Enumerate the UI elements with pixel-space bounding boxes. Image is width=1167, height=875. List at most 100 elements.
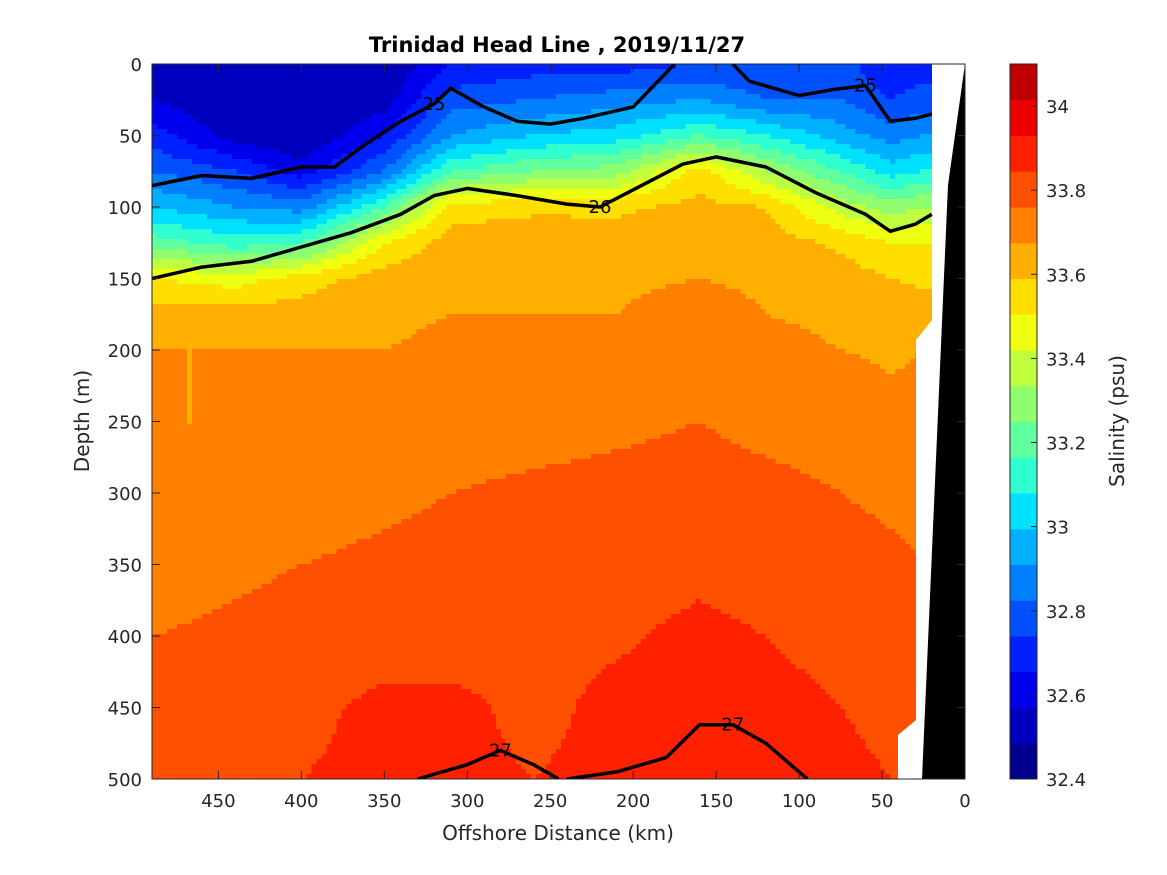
salinity-cell: [646, 129, 652, 135]
salinity-cell: [267, 144, 273, 150]
salinity-cell: [212, 99, 218, 105]
salinity-cell: [521, 129, 527, 135]
salinity-cell: [202, 139, 208, 145]
salinity-cell: [217, 104, 223, 110]
salinity-cell: [237, 164, 243, 170]
salinity-cell: [631, 114, 637, 120]
salinity-cell: [820, 109, 826, 115]
salinity-cell: [471, 84, 477, 90]
salinity-cell: [571, 89, 577, 95]
salinity-cell: [327, 114, 333, 120]
salinity-cell: [317, 64, 323, 70]
salinity-cell: [411, 119, 417, 125]
salinity-cell: [805, 144, 811, 150]
salinity-cell: [202, 99, 208, 105]
salinity-cell: [825, 154, 831, 160]
salinity-cell: [571, 84, 577, 90]
salinity-cell: [825, 74, 831, 80]
salinity-cell: [371, 159, 377, 165]
salinity-cell: [227, 199, 233, 205]
salinity-cell: [411, 164, 417, 170]
salinity-cell: [711, 134, 717, 140]
salinity-cell: [337, 114, 343, 120]
salinity-cell: [152, 194, 158, 200]
salinity-cell: [641, 144, 647, 150]
salinity-cell: [621, 184, 627, 190]
salinity-cell: [696, 149, 702, 155]
salinity-cell: [840, 129, 846, 135]
salinity-cell: [506, 129, 512, 135]
salinity-cell: [666, 194, 672, 200]
salinity-cell: [287, 189, 293, 195]
salinity-cell: [656, 99, 662, 105]
salinity-cell: [307, 94, 313, 100]
salinity-cell: [456, 154, 462, 160]
salinity-cell: [152, 154, 158, 160]
salinity-cell: [785, 129, 791, 135]
salinity-cell: [396, 194, 402, 200]
salinity-cell: [232, 124, 238, 130]
salinity-cell: [746, 169, 752, 175]
salinity-cell: [476, 79, 482, 85]
salinity-cell: [900, 179, 906, 185]
salinity-cell: [805, 139, 811, 145]
salinity-cell: [696, 114, 702, 120]
salinity-cell: [666, 119, 672, 125]
salinity-cell: [476, 94, 482, 100]
salinity-cell: [721, 164, 727, 170]
salinity-cell: [426, 154, 432, 160]
salinity-cell: [297, 79, 303, 85]
salinity-cell: [850, 104, 856, 110]
salinity-cell: [157, 114, 163, 120]
salinity-cell: [476, 64, 482, 70]
salinity-cell: [182, 199, 188, 205]
salinity-cell: [591, 84, 597, 90]
salinity-cell: [416, 79, 422, 85]
salinity-cell: [646, 114, 652, 120]
salinity-cell: [516, 114, 522, 120]
salinity-cell: [531, 164, 537, 170]
salinity-cell: [865, 124, 871, 130]
salinity-cell: [486, 139, 492, 145]
salinity-cell: [162, 189, 168, 195]
salinity-cell: [556, 84, 562, 90]
salinity-cell: [152, 124, 158, 130]
salinity-cell: [711, 89, 717, 95]
salinity-cell: [691, 164, 697, 170]
salinity-cell: [666, 149, 672, 155]
salinity-cell: [506, 179, 512, 185]
salinity-cell: [686, 74, 692, 80]
salinity-cell: [641, 124, 647, 130]
salinity-cell: [736, 79, 742, 85]
salinity-cell: [516, 169, 522, 175]
salinity-cell: [855, 149, 861, 155]
salinity-cell: [800, 84, 806, 90]
salinity-cell: [651, 99, 657, 105]
salinity-cell: [586, 139, 592, 145]
salinity-cell: [177, 149, 183, 155]
salinity-cell: [287, 179, 293, 185]
salinity-cell: [880, 164, 886, 170]
salinity-cell: [586, 119, 592, 125]
salinity-cell: [716, 109, 722, 115]
salinity-cell: [152, 149, 158, 155]
salinity-cell: [282, 189, 288, 195]
salinity-cell: [192, 119, 198, 125]
salinity-cell: [561, 154, 567, 160]
salinity-cell: [361, 169, 367, 175]
salinity-cell: [925, 154, 931, 160]
salinity-cell: [756, 189, 762, 195]
salinity-cell: [217, 129, 223, 135]
salinity-cell: [775, 194, 781, 200]
salinity-cell: [347, 134, 353, 140]
salinity-cell: [401, 84, 407, 90]
salinity-cell: [686, 174, 692, 180]
salinity-cell: [825, 159, 831, 165]
salinity-cell: [386, 199, 392, 205]
salinity-cell: [312, 184, 318, 190]
salinity-cell: [222, 159, 228, 165]
salinity-cell: [391, 99, 397, 105]
salinity-cell: [312, 124, 318, 130]
salinity-cell: [511, 124, 517, 130]
salinity-cell: [342, 104, 348, 110]
